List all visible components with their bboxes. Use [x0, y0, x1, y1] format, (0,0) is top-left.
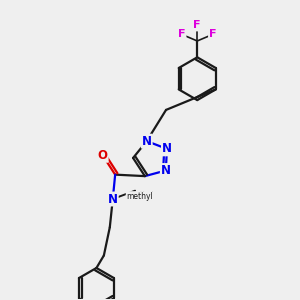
- Text: F: F: [194, 20, 201, 31]
- Text: N: N: [161, 164, 171, 177]
- Text: F: F: [178, 29, 185, 39]
- Text: O: O: [98, 149, 108, 162]
- Text: F: F: [209, 29, 216, 39]
- Text: N: N: [162, 142, 172, 155]
- Text: methyl: methyl: [129, 191, 154, 197]
- Text: N: N: [108, 193, 118, 206]
- Text: methyl: methyl: [126, 191, 153, 200]
- Text: N: N: [142, 135, 152, 148]
